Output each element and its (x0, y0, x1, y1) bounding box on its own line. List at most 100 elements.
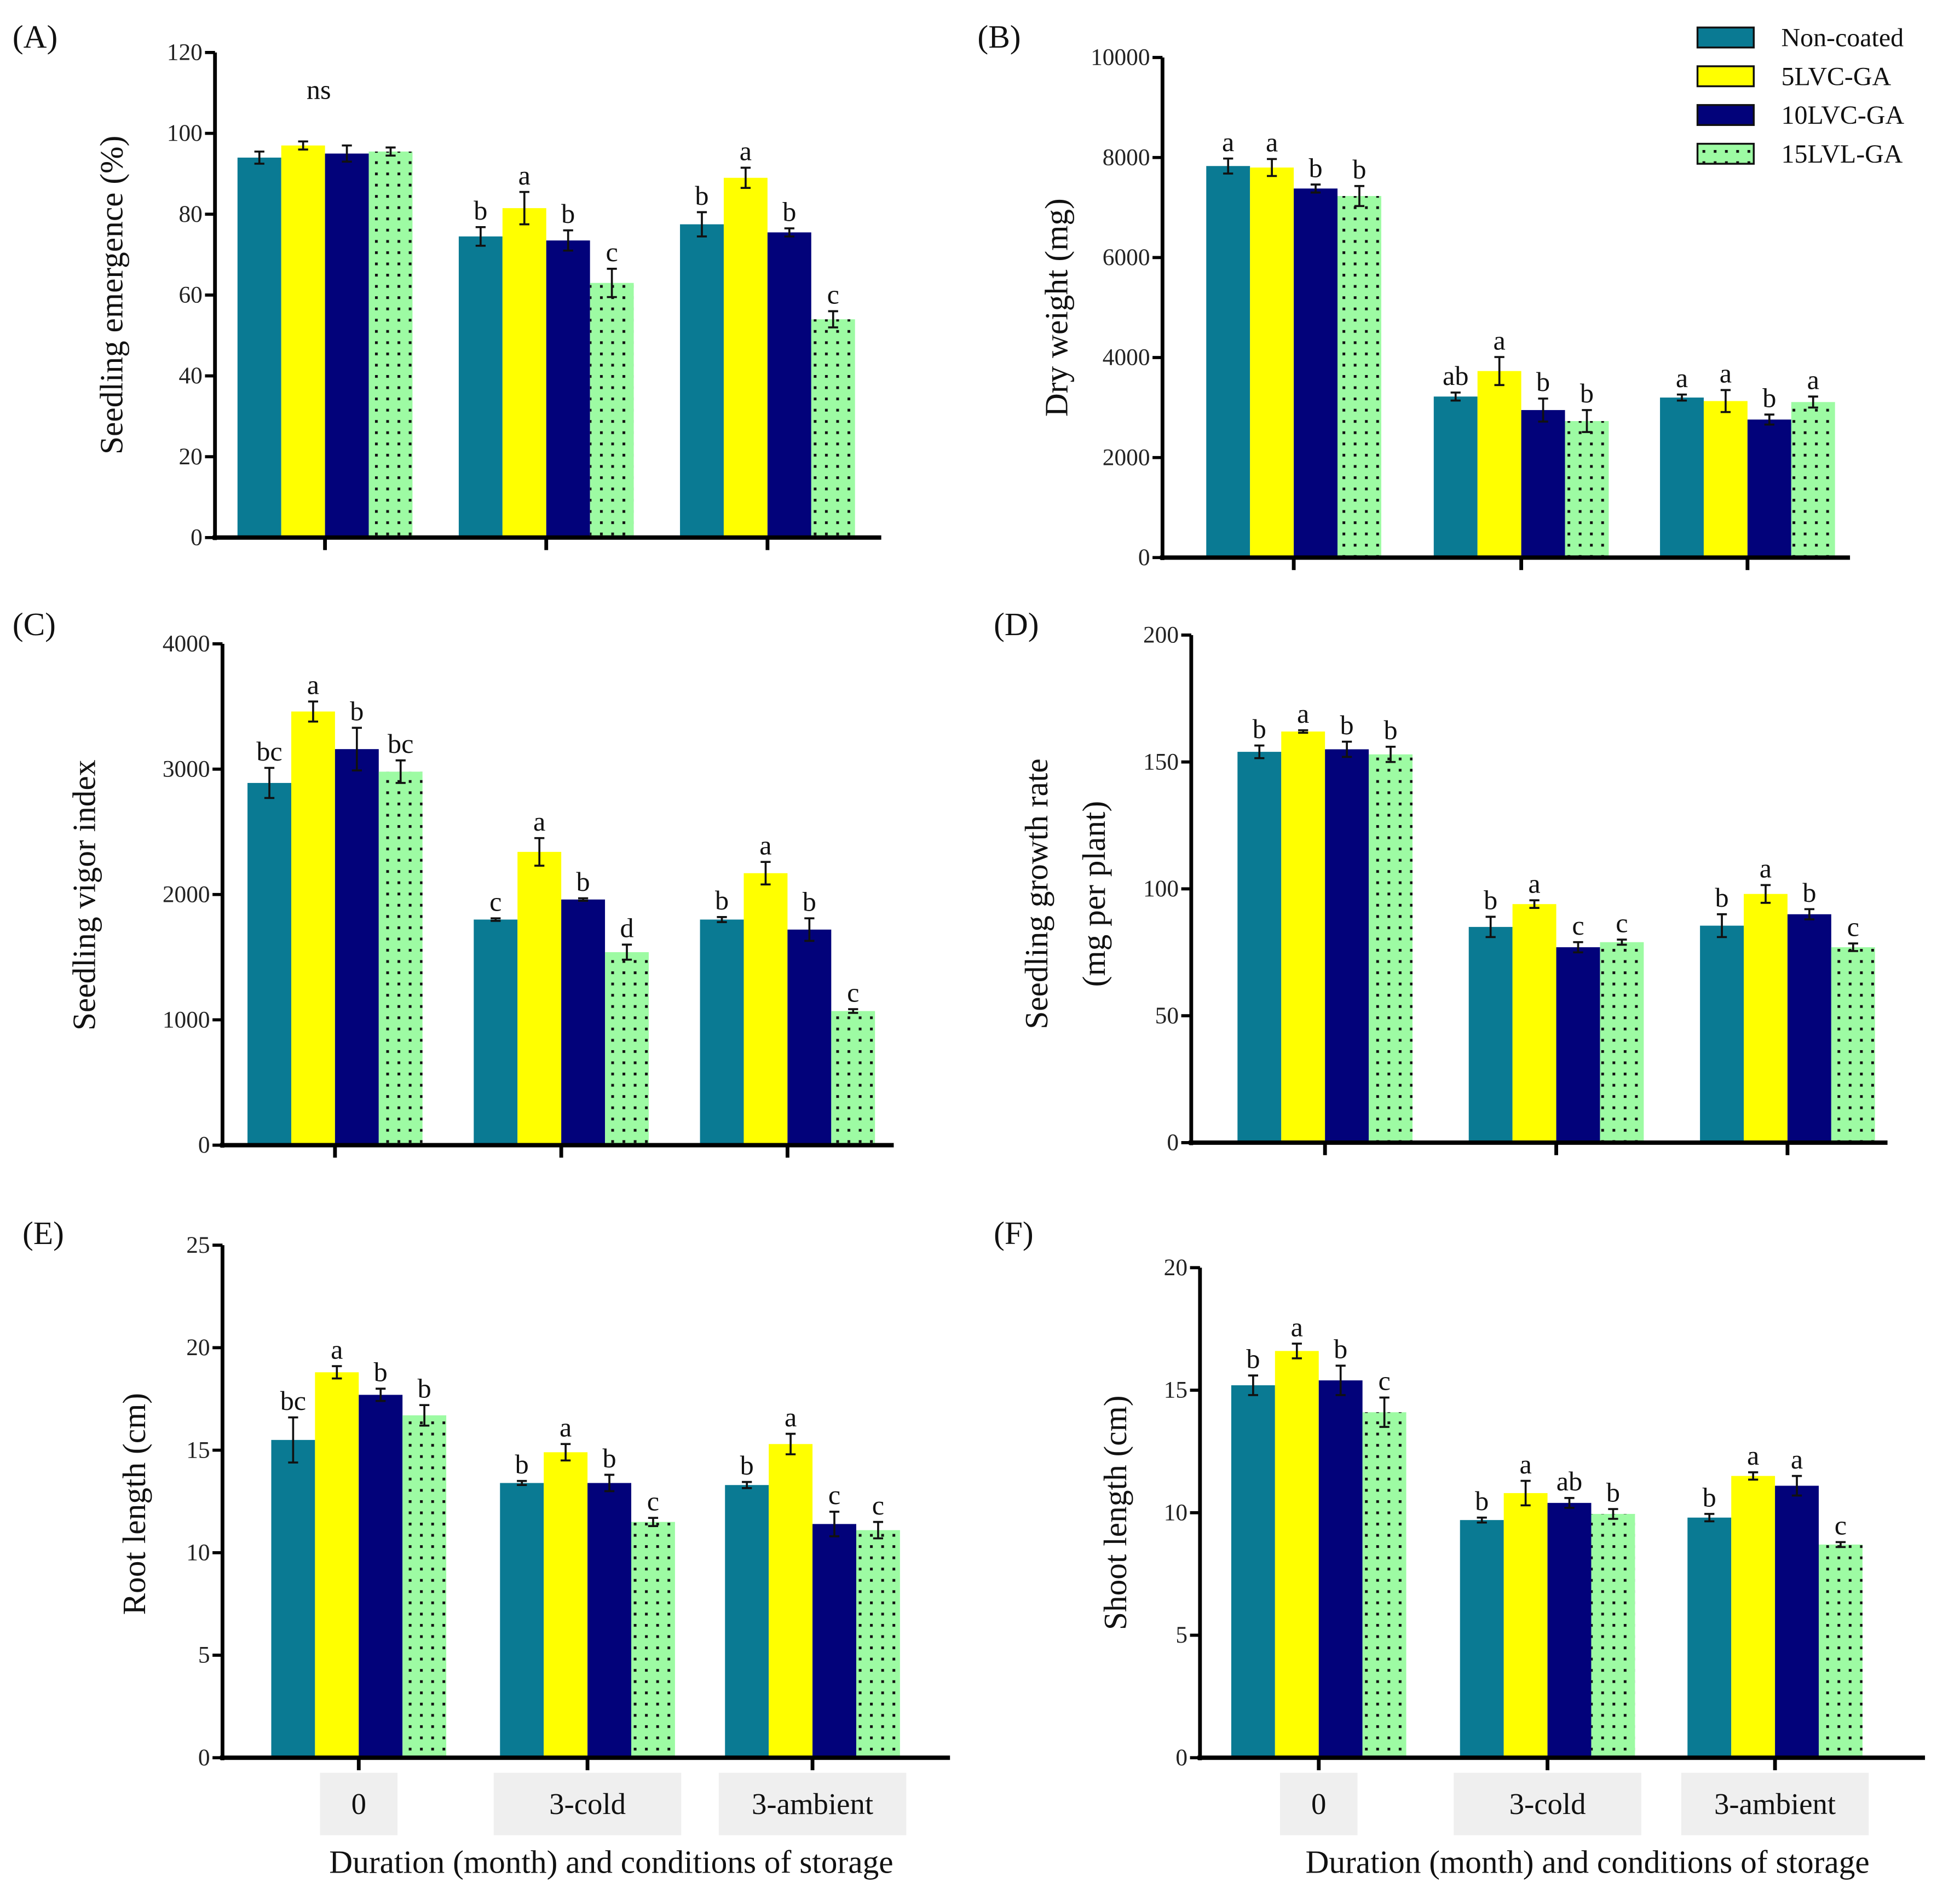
significance-letter: a (307, 669, 319, 700)
legend-item: 10LVC-GA (1696, 101, 1904, 130)
error-bar (1617, 938, 1627, 946)
bar (1700, 925, 1744, 1143)
panel-label: (A) (13, 19, 57, 55)
significance-letter: c (847, 977, 859, 1007)
bar (1660, 398, 1704, 558)
error-bar (1538, 398, 1548, 423)
legend-swatch (1696, 26, 1755, 49)
y-tick-label: 100 (167, 120, 203, 146)
category-label-box (320, 1772, 398, 1835)
significance-letter: b (1383, 715, 1397, 745)
error-bar (1573, 941, 1583, 954)
significance-letter: a (1747, 1440, 1759, 1471)
significance-letter: c (827, 279, 839, 310)
y-tick-label: 150 (1143, 748, 1179, 775)
error-bar (607, 268, 617, 298)
significance-letter: c (647, 1485, 659, 1516)
y-axis-label: Dry weight (mg) (1039, 198, 1075, 417)
error-bar (1564, 1497, 1575, 1509)
bar (787, 929, 832, 1145)
bar (271, 1439, 315, 1758)
y-tick-label: 100 (1143, 876, 1179, 902)
bar (631, 1522, 675, 1758)
bar (590, 283, 634, 538)
error-bar (785, 1432, 796, 1455)
significance-letter: b (1308, 152, 1322, 183)
category-label-box (1454, 1772, 1641, 1835)
y-tick-label: 10000 (1091, 44, 1150, 71)
y-tick-label: 0 (1167, 1130, 1179, 1156)
error-bar (1748, 1471, 1759, 1481)
error-bar (740, 166, 751, 189)
y-tick-label: 0 (191, 524, 203, 550)
significance-letter: b (1606, 1477, 1620, 1507)
error-bar (717, 916, 727, 923)
y-tick-label: 80 (178, 201, 202, 227)
y-tick-label: 4000 (163, 631, 210, 657)
significance-letter: a (785, 1402, 797, 1432)
bar (811, 319, 855, 538)
error-bar (1764, 413, 1774, 426)
error-bar (1582, 409, 1592, 433)
bar (1703, 401, 1748, 558)
category-label-box (1681, 1772, 1869, 1835)
significance-letter: c (1378, 1366, 1390, 1396)
error-bar (648, 1517, 659, 1527)
bar (1325, 749, 1369, 1143)
y-tick-label: 5 (198, 1642, 210, 1668)
bar (291, 711, 335, 1145)
bar (723, 177, 768, 538)
y-tick-label: 2000 (1103, 444, 1150, 470)
error-bar (696, 211, 707, 238)
error-bar (475, 226, 486, 247)
significance-letter: b (418, 1373, 431, 1403)
bar (474, 919, 518, 1145)
panel-label: (D) (994, 606, 1039, 642)
y-axis-label: Seedling growth rate (1018, 758, 1054, 1029)
y-tick-label: 10 (1164, 1499, 1187, 1525)
bar (1521, 410, 1565, 558)
bar (1369, 754, 1413, 1143)
legend-label: Non-coated (1782, 23, 1904, 52)
significance-letter: b (1334, 1334, 1347, 1364)
bar (1281, 732, 1325, 1143)
error-bar (1298, 729, 1308, 734)
significance-letter: c (828, 1479, 840, 1510)
significance-letter: b (1340, 710, 1354, 740)
error-bar (1791, 1475, 1802, 1497)
panel-label: (C) (13, 606, 56, 642)
significance-letter: a (1494, 325, 1506, 355)
error-bar (517, 1479, 527, 1487)
legend-item: 5LVC-GA (1696, 62, 1892, 91)
bar (315, 1372, 359, 1758)
bar (1433, 396, 1478, 558)
error-bar (298, 140, 308, 151)
error-bar (491, 917, 501, 922)
error-bar (1676, 393, 1687, 402)
bar (605, 952, 649, 1145)
error-bar (1848, 942, 1858, 952)
bar (1547, 1502, 1592, 1758)
significance-letter: b (1715, 882, 1729, 913)
bar (812, 1524, 856, 1758)
error-bar (1341, 740, 1352, 758)
significance-letter: ab (1557, 1466, 1582, 1496)
x-category-label: 0 (351, 1787, 366, 1821)
y-tick-label: 4000 (1103, 344, 1150, 371)
significance-letter: c (1835, 1510, 1847, 1541)
significance-letter: b (515, 1449, 529, 1479)
error-bar (1385, 746, 1396, 763)
significance-letter: a (1222, 126, 1234, 157)
significance-letter: b (715, 885, 729, 915)
error-bar (1335, 1364, 1346, 1396)
significance-letter: b (1475, 1485, 1489, 1516)
significance-letter: c (489, 886, 501, 917)
y-axis-label: (mg per plant) (1076, 801, 1112, 987)
significance-letter: a (1791, 1444, 1803, 1475)
bar (1477, 371, 1521, 558)
error-bar (563, 229, 573, 252)
bar (402, 1415, 447, 1758)
